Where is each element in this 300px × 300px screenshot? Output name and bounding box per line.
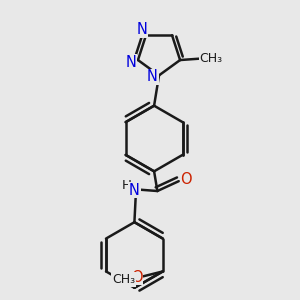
Text: CH₃: CH₃ [200, 52, 223, 65]
Text: N: N [147, 70, 158, 85]
Text: N: N [136, 22, 147, 37]
Text: O: O [180, 172, 192, 187]
Text: H: H [121, 179, 131, 192]
Text: N: N [129, 183, 140, 198]
Text: CH₃: CH₃ [112, 273, 135, 286]
Text: N: N [125, 55, 136, 70]
Text: O: O [131, 270, 142, 285]
